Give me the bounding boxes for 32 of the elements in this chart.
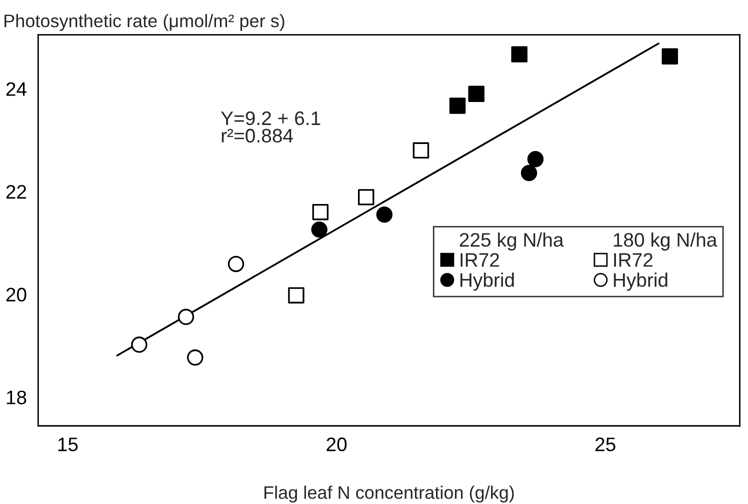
point [376,206,393,223]
point [358,189,374,206]
point [662,48,678,64]
point [131,336,148,353]
legend-label: IR72 [460,253,499,267]
y-tick-label: 22 [6,184,26,199]
point [288,287,304,304]
point [527,151,544,168]
point [178,308,194,326]
annotation: 225 kg N/ha [460,232,564,251]
point [311,221,328,238]
y-axis-title: Photosynthetic rate (μmol/m² per s) [4,14,284,31]
point [468,86,484,102]
point [228,256,244,272]
legend-label: IR72 [614,253,652,267]
point [412,142,430,159]
y-tick-label: 24 [6,82,26,96]
legend-label: Hybrid [614,272,668,291]
point [312,204,329,220]
y-tick-label: 18 [6,390,26,404]
point [449,98,466,114]
point [511,46,528,62]
annotation: 180 kg N/ha [614,232,718,251]
point [520,164,538,182]
point [187,349,204,366]
legend-label: Hybrid [460,272,514,291]
annotation: Y=9.2 + 6.1 r²=0.884 [221,111,320,143]
x-tick-label: 15 [58,438,78,452]
x-axis-title: Flag leaf N concentration (g/kg) [264,486,514,503]
y-tick-label: 20 [6,288,26,302]
x-tick-label: 25 [596,438,616,452]
x-tick-label: 20 [326,438,347,452]
